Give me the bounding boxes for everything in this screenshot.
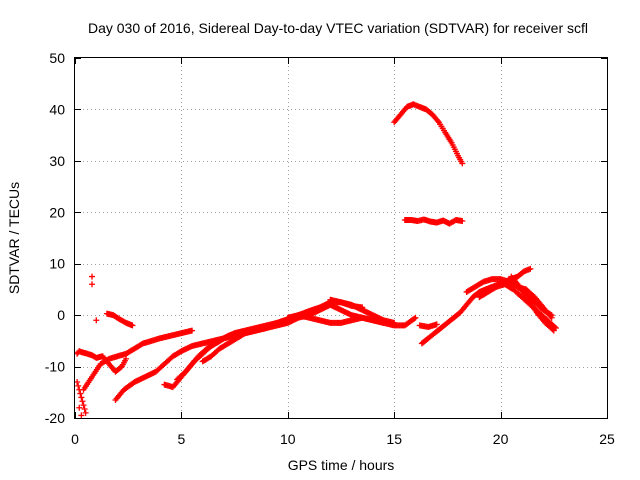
series-track-10 — [327, 296, 398, 326]
data-point — [77, 390, 84, 397]
series-track-2 — [74, 379, 89, 416]
data-point — [189, 327, 196, 334]
data-point — [80, 402, 87, 409]
plot-frame — [74, 57, 608, 419]
x-tick-label: 25 — [599, 431, 615, 447]
y-tick-label: -10 — [45, 359, 65, 375]
data-point — [129, 322, 136, 329]
x-tick-label: 15 — [386, 431, 402, 447]
x-tick-label: 5 — [178, 431, 186, 447]
data-point — [93, 317, 100, 324]
y-tick-label: 10 — [49, 256, 65, 272]
data-point — [82, 409, 89, 416]
series-track-3 — [80, 327, 196, 393]
series-track-14 — [416, 321, 440, 330]
data-point — [548, 314, 555, 321]
y-tick-label: 40 — [49, 101, 65, 117]
x-tick-label: 10 — [280, 431, 296, 447]
data-point — [263, 325, 270, 331]
series-track-11 — [391, 101, 466, 167]
series-track-15 — [463, 276, 555, 319]
series-track-17 — [508, 273, 557, 334]
grid-layer — [75, 58, 607, 418]
data-point — [527, 265, 534, 272]
series-track-18 — [514, 283, 555, 321]
chart-title: Day 030 of 2016, Sidereal Day-to-day VTE… — [88, 20, 588, 36]
data-point — [75, 382, 82, 389]
y-tick-label: 50 — [49, 50, 65, 66]
y-tick-label: 0 — [57, 307, 65, 323]
data-point — [433, 321, 440, 328]
data-point — [434, 118, 441, 124]
data-point — [78, 394, 85, 401]
x-axis-label: GPS time / hours — [288, 457, 395, 473]
data-point — [459, 218, 466, 225]
x-tick-label: 0 — [71, 431, 79, 447]
tick-layer — [75, 58, 608, 419]
data-point — [89, 273, 96, 280]
data-point — [76, 404, 83, 411]
data-point — [411, 315, 418, 322]
data-point — [550, 327, 557, 334]
data-point — [78, 412, 85, 419]
tick-label-layer: 0 5 10 15 20 25 -20 -10 0 10 20 30 40 50 — [45, 50, 615, 447]
data-point — [123, 355, 130, 362]
series-track-12 — [401, 216, 466, 227]
data-point — [459, 160, 466, 167]
series-track-4 — [103, 310, 136, 329]
y-tick-label: 20 — [49, 204, 65, 220]
data-point — [74, 379, 81, 385]
series-track-1 — [74, 348, 130, 375]
y-tick-label: -20 — [45, 410, 65, 426]
data-point — [79, 398, 86, 405]
data-layer — [74, 101, 559, 419]
y-tick-label: 30 — [49, 153, 65, 169]
series-track-19 — [76, 273, 100, 419]
data-point — [89, 281, 96, 288]
y-axis-label: SDTVAR / TECUs — [6, 182, 22, 294]
data-point — [412, 314, 419, 321]
data-point — [549, 326, 556, 333]
data-point — [81, 406, 88, 412]
series-track-8 — [199, 325, 270, 365]
series-track-13 — [418, 265, 534, 347]
data-point — [391, 319, 398, 326]
x-tick-label: 20 — [493, 431, 509, 447]
